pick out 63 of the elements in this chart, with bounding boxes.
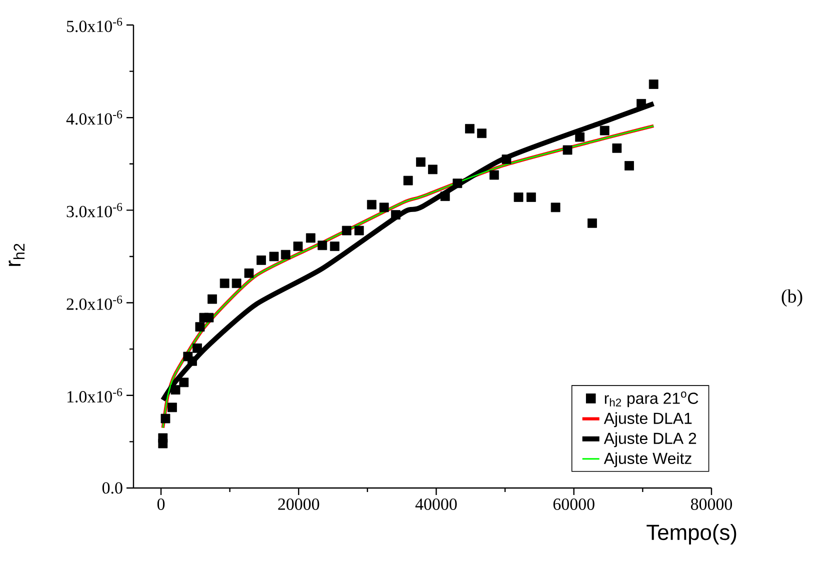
point [280,250,290,260]
point [318,240,328,250]
legend-label: Ajuste DLA 2 [604,432,696,448]
y-tick-label: 5.0x10$^{-6}$ [67,18,122,32]
point [220,278,230,288]
x-tick-label: 20000 [278,498,320,510]
point [391,210,400,220]
legend-label: Ajuste Weitz [604,452,692,468]
point [195,322,205,332]
point [367,200,376,210]
y-tick-label: 1.0x10$^{-6}$ [68,388,122,403]
point [550,202,560,212]
x-tick-label: 80000 [690,498,732,510]
point [526,192,536,202]
point [160,414,170,424]
point [612,143,622,153]
point [489,170,499,180]
point [403,176,413,186]
point [624,161,634,170]
point [306,233,316,243]
y-tick-label: 4.0x10$^{-6}$ [66,110,122,125]
y-tick-label: 0.0 [102,482,122,494]
point [192,343,202,353]
point [293,242,303,251]
point [158,438,168,448]
point [452,178,462,188]
point [416,157,426,167]
y-axis-title: r$_{h2}$ [8,244,24,266]
x-tick-label: 0 [157,498,165,510]
x-tick-label: 60000 [553,498,594,510]
x-axis-title: Tempo(s) [646,524,736,544]
legend-label: r$_{h2}$ para 21$^{o}$C [604,392,698,408]
point [636,99,646,108]
point [588,218,597,228]
point [256,255,266,265]
text: (b) [782,289,802,307]
point [514,192,524,202]
point [465,124,474,134]
point [440,192,450,201]
point [575,132,585,142]
point [170,385,180,395]
point [600,126,610,136]
point [179,378,189,388]
point [342,226,352,236]
legend-label: Ajuste DLA1 [604,412,692,428]
point [477,128,486,138]
x-tick-label: 40000 [415,498,457,510]
point [244,268,254,278]
point [188,356,197,366]
point [204,312,214,322]
y-tick-label: 3.0x10$^{-6}$ [66,203,122,218]
point [168,402,177,412]
point [502,154,512,164]
point [269,252,279,262]
point [428,164,438,174]
point [648,80,658,89]
point [562,145,572,155]
y-tick-label: 2.0x10$^{-6}$ [66,296,122,310]
point [208,294,217,304]
point [379,202,389,212]
point [330,242,340,251]
point [232,278,242,288]
point [354,226,364,236]
